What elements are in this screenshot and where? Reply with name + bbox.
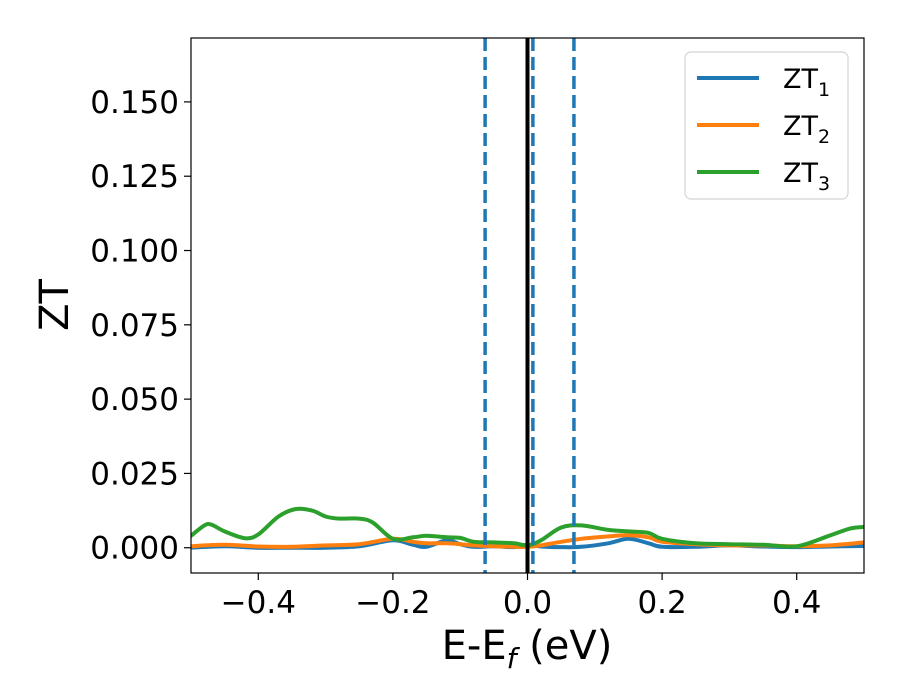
y-tick-label: 0.100 <box>90 234 179 270</box>
x-tick-label: −0.4 <box>221 585 296 621</box>
y-tick-label: 0.125 <box>90 159 179 195</box>
x-tick-label: 0.4 <box>772 585 821 621</box>
x-tick-label: 0.0 <box>503 585 552 621</box>
axis-ticks: −0.4 −0.2 0.0 0.2 0.4 0.000 0.025 0.050 0.075 0.1… <box>90 85 821 621</box>
legend-label-zt2: ZT2 <box>783 111 830 148</box>
legend-label-zt1: ZT1 <box>783 64 830 101</box>
legend: ZT1 ZT2 ZT3 <box>684 51 849 200</box>
legend-label-zt3: ZT3 <box>783 158 830 195</box>
y-tick-label: 0.025 <box>90 456 179 492</box>
x-axis-label: E-Ef (eV) <box>442 623 613 675</box>
y-tick-label: 0.150 <box>90 85 179 121</box>
x-tick-label: 0.2 <box>637 585 686 621</box>
x-tick-label: −0.2 <box>355 585 430 621</box>
y-tick-label: 0.000 <box>90 531 179 567</box>
y-tick-label: 0.050 <box>90 382 179 418</box>
legend-box <box>684 51 849 200</box>
plot-lines <box>191 38 864 573</box>
y-axis-label: ZT <box>32 279 78 331</box>
x-axis-label-main: E-E <box>442 623 507 669</box>
series-line-zt3 <box>191 506 864 549</box>
x-axis-label-tail: (eV) <box>516 623 612 669</box>
y-tick-label: 0.075 <box>90 308 179 344</box>
